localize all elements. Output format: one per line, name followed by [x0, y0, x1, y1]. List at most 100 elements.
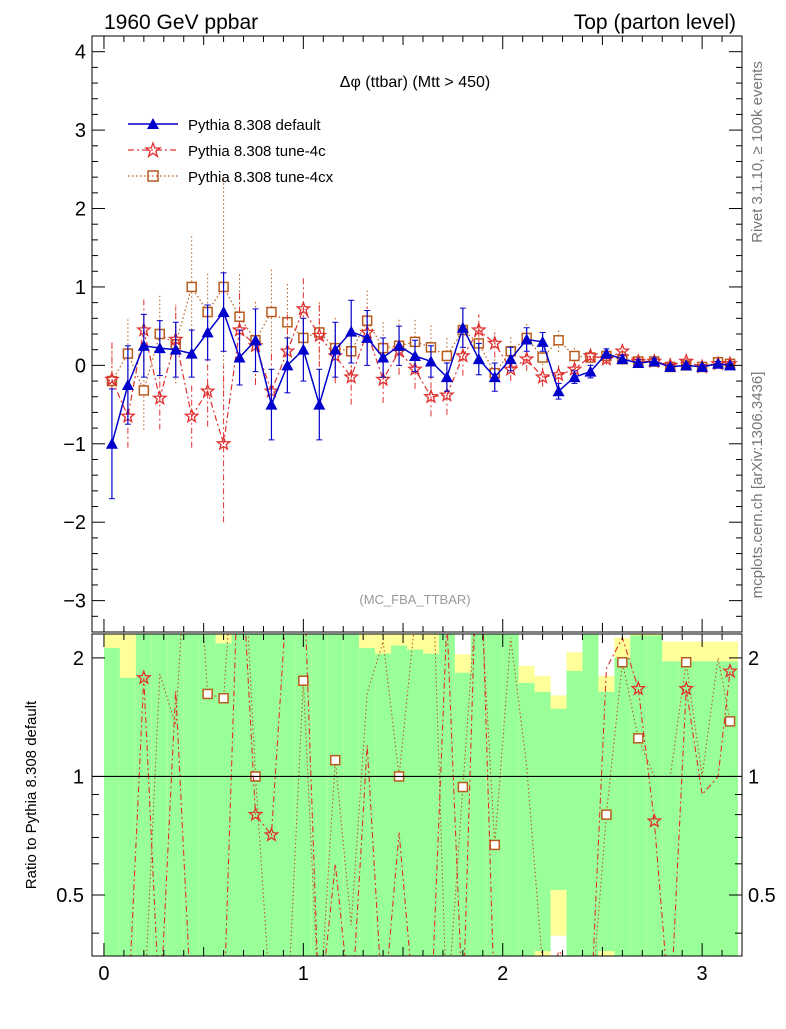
data-point-triangle	[377, 351, 390, 363]
data-point-triangle	[680, 359, 693, 371]
data-point-triangle	[568, 371, 581, 383]
data-point-star	[375, 371, 392, 387]
ratio-point-star	[247, 806, 264, 822]
mcplots-label: mcplots.cern.ch [arXiv:1306.3436]	[749, 372, 766, 599]
band-inner	[722, 661, 739, 956]
data-point-star	[295, 300, 312, 316]
data-point-triangle	[137, 339, 150, 351]
band-inner	[199, 634, 216, 956]
legend-label-tune4c: Pythia 8.308 tune-4c	[188, 143, 326, 160]
band-inner	[422, 653, 439, 956]
band-inner	[295, 634, 312, 956]
data-point-square	[553, 335, 564, 346]
data-point-triangle	[201, 326, 214, 338]
legend-entry-default: Pythia 8.308 default	[128, 117, 321, 134]
ratio-y-tick-label: 1	[73, 766, 84, 788]
legend-star-marker	[144, 141, 162, 159]
band-inner	[407, 649, 423, 956]
band-inner	[359, 647, 376, 956]
ratio-line-star	[130, 634, 731, 956]
data-point-triangle	[361, 331, 374, 343]
ratio-point-square	[330, 754, 341, 766]
band-inner	[151, 634, 168, 956]
data-point-triangle	[281, 359, 294, 371]
data-point-triangle	[648, 355, 661, 367]
data-point-triangle	[472, 353, 485, 365]
ratio-point-square	[601, 809, 612, 820]
series-line-square	[111, 285, 731, 393]
series-line-triangle	[111, 310, 731, 444]
ratio-point-square	[457, 781, 469, 793]
band-inner	[614, 657, 631, 956]
data-point-triangle	[169, 343, 182, 355]
band-inner	[183, 634, 200, 956]
ratio-frame	[91, 633, 743, 957]
data-point-triangle	[584, 365, 597, 377]
ratio-point-square	[202, 688, 213, 700]
legend-triangle-marker	[147, 118, 159, 129]
data-point-star	[215, 435, 232, 451]
header-left: 1960 GeV ppbar	[104, 11, 258, 34]
legend-label-default: Pythia 8.308 default	[188, 117, 321, 134]
x-tick-label: 3	[697, 963, 708, 985]
main-title: Δφ (ttbar) (Mtt > 450)	[340, 74, 490, 91]
data-point-star	[311, 327, 328, 343]
legend-square-marker	[147, 170, 159, 182]
data-point-star	[470, 321, 487, 337]
legend-entry-tune4c: Pythia 8.308 tune-4c	[128, 141, 326, 160]
ratio-series-star	[130, 634, 738, 956]
data-point-triangle	[265, 398, 278, 410]
data-point-star	[502, 360, 519, 376]
band-inner	[311, 634, 328, 956]
ratio-point-star	[263, 826, 280, 842]
ratio-axes: 0.5 0.5 1 1 2 2 0 1 2 3	[56, 633, 776, 985]
data-point-star	[151, 389, 168, 406]
band-inner	[502, 634, 519, 956]
x-tick-label: 1	[298, 963, 309, 985]
data-point-star	[582, 347, 599, 363]
band-inner	[566, 670, 583, 956]
band-inner	[103, 647, 120, 956]
ratio-y-tick-label-right: 0.5	[748, 885, 776, 907]
legend-entry-tune4cx: Pythia 8.308 tune-4cx	[128, 169, 334, 186]
series-line-star	[111, 307, 730, 444]
data-point-triangle	[329, 343, 342, 355]
ratio-y-tick-label: 0.5	[56, 885, 84, 907]
data-point-triangle	[249, 334, 262, 346]
band-inner	[119, 677, 136, 956]
legend: Pythia 8.308 default Pythia 8.308 tune-4…	[128, 117, 334, 186]
main-panel: −3 −2 −1 0 1 2 3 4 Δφ (ttbar) (Mtt > 450) (MC_F…	[63, 35, 743, 633]
uncertainty-bands	[103, 634, 739, 956]
main-marks	[104, 177, 738, 523]
data-point-triangle	[456, 321, 469, 333]
y-tick-label: 3	[75, 120, 86, 142]
data-point-triangle	[616, 353, 629, 365]
band-inner	[438, 634, 455, 956]
band-inner	[646, 635, 663, 956]
data-point-star	[454, 347, 471, 363]
band-inner	[135, 634, 152, 956]
ratio-panel: 0.5 0.5 1 1 2 2 0 1 2 3 Ratio to Pythia 8.308 def…	[23, 633, 776, 985]
band-inner	[327, 634, 344, 956]
band-inner	[231, 634, 248, 956]
band-inner	[263, 634, 280, 956]
data-point-star	[423, 388, 439, 404]
series-star	[104, 277, 738, 523]
data-point-star	[104, 371, 120, 387]
data-point-triangle	[121, 378, 134, 390]
data-point-triangle	[488, 371, 501, 383]
band-inner	[662, 661, 679, 956]
data-point-triangle	[153, 342, 166, 354]
band-inner	[343, 634, 360, 956]
y-tick-label: 1	[75, 277, 86, 299]
legend-label-tune4cx: Pythia 8.308 tune-4cx	[188, 169, 334, 186]
band-inner	[582, 634, 599, 956]
ratio-marks	[92, 634, 742, 956]
data-point-triangle	[552, 385, 565, 397]
watermark: (MC_FBA_TTBAR)	[359, 592, 470, 607]
data-point-triangle	[105, 437, 118, 449]
data-point-triangle	[504, 353, 517, 365]
data-point-square	[266, 306, 277, 318]
main-axes: −3 −2 −1 0 1 2 3 4	[63, 35, 743, 633]
ratio-y-tick-label: 2	[73, 648, 84, 670]
